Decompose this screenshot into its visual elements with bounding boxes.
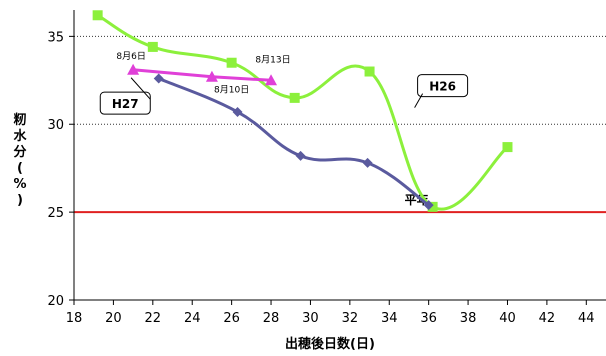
reference-line-group: 平年 xyxy=(74,192,606,214)
data-point-h26 xyxy=(226,57,237,68)
x-tick-label: 26 xyxy=(223,311,240,326)
y-axis-title-char: ) xyxy=(17,193,23,208)
data-point-h26 xyxy=(147,41,158,52)
data-point-avg xyxy=(295,150,306,161)
date-annotation: 8月10日 xyxy=(214,85,249,96)
data-point-h26 xyxy=(502,142,513,153)
series-line-h26 xyxy=(96,13,509,211)
series-group xyxy=(92,10,513,212)
x-tick-label: 32 xyxy=(342,311,359,326)
callout-leader-h26 xyxy=(414,93,424,108)
y-tick-label: 30 xyxy=(47,118,64,133)
x-tick-label: 18 xyxy=(66,311,83,326)
y-tick-label: 25 xyxy=(47,206,64,221)
y-tick-label: 35 xyxy=(47,30,64,45)
x-tick-label: 38 xyxy=(460,311,477,326)
data-point-avg xyxy=(362,157,373,168)
y-axis-title-char: % xyxy=(13,177,26,192)
data-point-h27 xyxy=(127,63,140,75)
x-tick-label: 42 xyxy=(539,311,556,326)
data-point-avg xyxy=(232,106,243,117)
y-axis-title-char: 籾 xyxy=(13,112,26,128)
x-tick-label: 20 xyxy=(105,311,122,326)
x-tick-label: 22 xyxy=(145,311,162,326)
x-tick-label: 36 xyxy=(420,311,437,326)
data-point-h27 xyxy=(205,70,218,82)
x-tick-label: 40 xyxy=(499,311,516,326)
data-point-h26 xyxy=(289,92,300,103)
date-annotation: 8月6日 xyxy=(116,51,145,62)
callout-label-h27: H27 xyxy=(112,97,139,111)
x-tick-label: 24 xyxy=(184,311,201,326)
data-point-avg xyxy=(423,200,434,211)
x-tick-label: 28 xyxy=(263,311,280,326)
data-point-avg xyxy=(153,73,164,84)
x-tick-label: 34 xyxy=(381,311,398,326)
x-tick-label: 44 xyxy=(578,311,595,326)
y-axis-title: 籾水分(%) xyxy=(13,112,27,208)
data-point-h26 xyxy=(92,10,103,21)
date-annotation: 8月13日 xyxy=(255,55,290,66)
data-point-h26 xyxy=(427,201,438,212)
callout-leader-h27 xyxy=(130,77,151,100)
callout-box-h26 xyxy=(417,74,469,98)
gridlines xyxy=(74,35,606,213)
annotations: 8月6日 8月10日 8月13日 H27 H26 xyxy=(99,51,469,115)
callout-box-h27 xyxy=(99,91,151,115)
y-axis-title-char: 水 xyxy=(13,128,27,144)
data-point-h27 xyxy=(265,74,278,86)
x-tick-label: 30 xyxy=(302,311,319,326)
data-point-h26 xyxy=(364,66,375,77)
y-tick-label: 20 xyxy=(47,294,64,309)
y-axis-title-char: 分 xyxy=(13,144,26,160)
y-axis-title-char: ( xyxy=(17,161,23,176)
x-axis-title: 出穂後日数(日) xyxy=(285,336,375,352)
callout-label-h26: H26 xyxy=(429,80,456,94)
